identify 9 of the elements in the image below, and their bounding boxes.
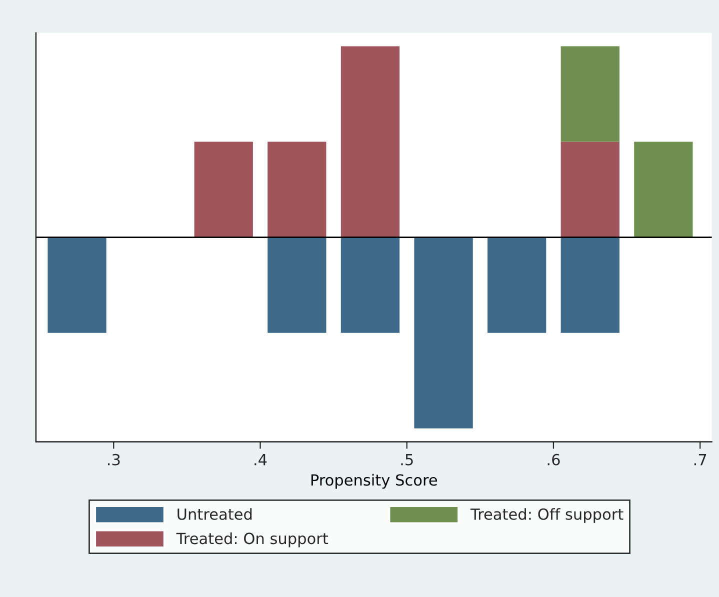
x-tick-label: .3 xyxy=(108,454,120,466)
x-tick-label: .6 xyxy=(548,454,560,466)
x-tick-label: .4 xyxy=(254,454,267,466)
x-axis-title: Propensity Score xyxy=(311,474,438,489)
legend-label: Untreated xyxy=(178,508,252,520)
legend-label: Treated: On support xyxy=(176,532,328,548)
x-tick-label: .5 xyxy=(401,454,413,466)
x-tick-label: .7 xyxy=(694,454,706,466)
legend-label: Treated: Off support xyxy=(470,508,624,523)
